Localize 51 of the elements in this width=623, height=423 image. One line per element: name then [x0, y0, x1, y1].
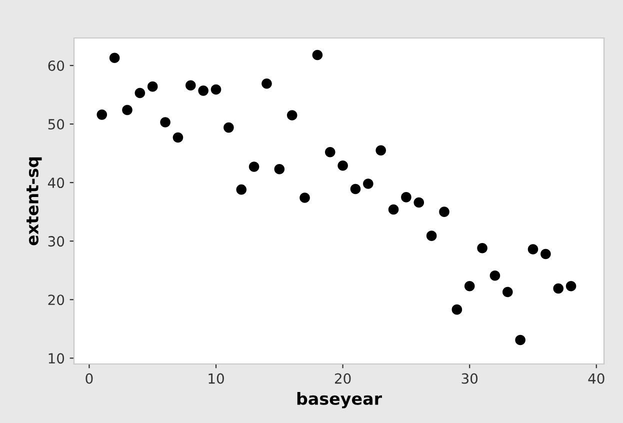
point — [198, 86, 208, 96]
point — [122, 104, 132, 116]
point — [363, 178, 374, 189]
point — [540, 248, 551, 260]
point — [350, 184, 361, 194]
y-axis-title: extent-sq — [26, 157, 42, 246]
x-tick-label: 10 — [208, 373, 224, 384]
point — [388, 204, 399, 215]
point — [426, 230, 437, 241]
point — [464, 281, 475, 292]
point — [439, 206, 450, 217]
point — [236, 184, 247, 195]
y-tick-label: 50 — [48, 119, 64, 130]
y-tick-label: 10 — [48, 353, 64, 364]
point — [502, 286, 513, 298]
point — [147, 81, 158, 92]
point — [286, 110, 298, 120]
point — [553, 283, 564, 294]
x-tick-label: 20 — [334, 373, 351, 384]
point — [414, 197, 424, 208]
point — [338, 160, 348, 171]
point — [528, 244, 538, 254]
point — [376, 145, 386, 156]
x-tick-label: 40 — [588, 373, 604, 384]
point — [134, 88, 146, 98]
y-tick-label: 20 — [48, 294, 64, 306]
point — [109, 52, 120, 64]
x-axis-title: baseyear — [297, 392, 382, 408]
y-tick-label: 60 — [48, 60, 64, 71]
point — [300, 192, 310, 203]
point — [248, 162, 260, 172]
y-tick-label: 40 — [48, 178, 64, 188]
y-tick-label: 30 — [48, 236, 64, 247]
point — [172, 132, 184, 143]
point — [324, 146, 336, 158]
x-tick-label: 0 — [86, 373, 93, 384]
point — [452, 304, 462, 315]
point — [186, 80, 196, 91]
point — [262, 78, 272, 89]
point — [401, 192, 412, 202]
point — [566, 281, 576, 292]
point — [490, 270, 500, 281]
point — [477, 242, 488, 254]
point — [312, 50, 323, 60]
point — [210, 84, 222, 95]
point — [515, 334, 526, 346]
point — [274, 164, 285, 174]
point — [224, 122, 234, 133]
point — [160, 117, 170, 128]
point — [96, 110, 108, 120]
x-tick-label: 30 — [462, 373, 478, 384]
